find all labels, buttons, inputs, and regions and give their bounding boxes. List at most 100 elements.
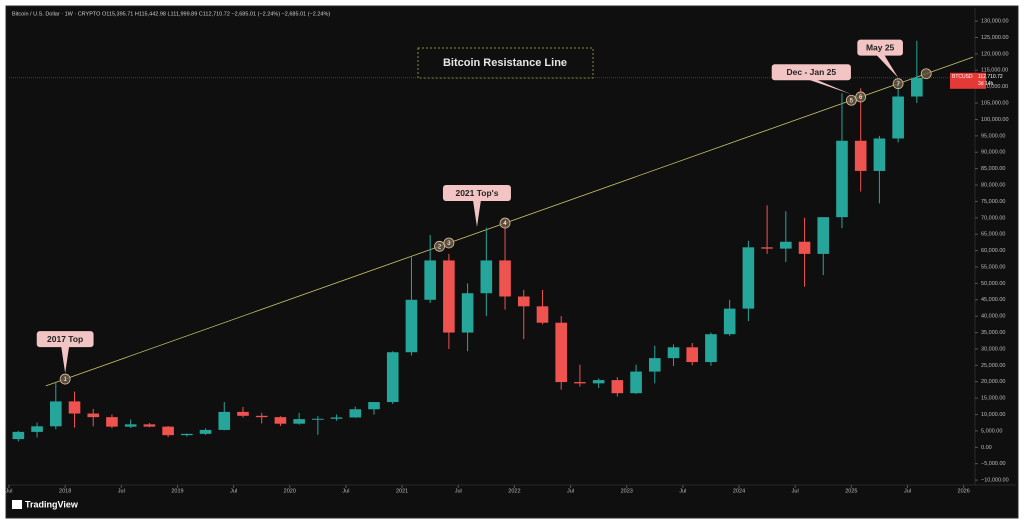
x-tick-label: Jul <box>342 488 349 494</box>
candle-body <box>255 415 268 418</box>
y-tick-label: −5,000.00 <box>981 461 1006 467</box>
y-tick-label: 80,000.00 <box>981 182 1005 188</box>
x-tick-label: Jul <box>5 488 12 494</box>
x-tick-label: 2021 <box>396 488 408 494</box>
y-tick-label: 50,000.00 <box>981 281 1005 287</box>
candle-body <box>405 299 418 353</box>
candle-body <box>237 411 249 416</box>
x-tick-label: Jul <box>230 488 237 494</box>
touch-marker <box>855 91 867 103</box>
callout-pointer <box>61 346 70 374</box>
touch-marker-label: 4 <box>503 221 507 227</box>
candle-body <box>499 260 511 297</box>
x-tick-label: 2020 <box>284 488 296 494</box>
candle-body <box>798 241 811 254</box>
y-tick-label: 30,000.00 <box>981 346 1005 352</box>
touch-marker <box>434 240 445 252</box>
callout-text: May 25 <box>866 42 895 52</box>
x-tick-label: 2026 <box>958 488 970 494</box>
candle-body <box>873 138 886 171</box>
candle-body <box>480 260 493 294</box>
candle-body <box>742 247 755 309</box>
brand: TradingView <box>25 499 79 509</box>
x-tick-label: 2023 <box>621 488 633 494</box>
plot-area <box>9 40 974 442</box>
candle-body <box>761 247 773 249</box>
y-tick-label: 105,000.00 <box>981 101 1009 107</box>
x-tick-label: 2018 <box>59 488 71 494</box>
touch-marker <box>892 78 904 90</box>
candle-body <box>143 424 156 427</box>
candle-body <box>368 402 380 410</box>
touch-marker-label: 7 <box>896 82 900 88</box>
candle-body <box>836 140 848 218</box>
candle-body <box>87 413 100 418</box>
touch-marker <box>443 237 455 249</box>
candle-body <box>181 433 193 436</box>
candle-body <box>630 371 642 394</box>
y-tick-label: 35,000.00 <box>981 330 1005 336</box>
callout-text: 2021 Top's <box>455 188 498 198</box>
y-tick-label: 125,000.00 <box>981 35 1009 41</box>
touch-marker-label: 5 <box>850 98 854 104</box>
y-tick-label: 40,000.00 <box>981 314 1005 320</box>
chart-frame <box>5 5 1019 519</box>
callout-text: 2017 Top <box>47 334 83 344</box>
x-tick-label: 2024 <box>733 488 745 494</box>
y-tick-label: 75,000.00 <box>981 199 1005 205</box>
candle-body <box>911 77 923 97</box>
y-tick-label: −10,000.00 <box>981 478 1009 484</box>
touch-marker <box>920 68 932 80</box>
logo-icon <box>12 500 22 509</box>
callout-box <box>771 64 851 81</box>
chart-title: Bitcoin Resistance Line <box>443 57 567 69</box>
touch-marker <box>59 373 71 385</box>
candle-body <box>349 409 362 418</box>
candle-body <box>517 296 530 307</box>
y-tick-label: 10,000.00 <box>981 412 1005 418</box>
candle-body <box>574 382 586 384</box>
candle-body <box>312 418 324 420</box>
candle-body <box>892 96 904 139</box>
candle-body <box>817 217 830 254</box>
candle-body <box>199 429 212 434</box>
x-tick-label: Jul <box>118 488 125 494</box>
candle-body <box>780 241 792 249</box>
callout-pointer <box>807 79 852 95</box>
x-tick-label: Jul <box>792 488 799 494</box>
x-tick-label: Jul <box>679 488 686 494</box>
candle-body <box>555 322 567 383</box>
candle-body <box>386 352 399 403</box>
candle-body <box>31 426 43 432</box>
y-tick-label: 110,000.00 <box>981 84 1008 90</box>
tradingview-logo: TradingView <box>12 499 79 509</box>
candle-body <box>854 140 867 171</box>
candle-body <box>686 347 699 363</box>
touch-marker-label: 1 <box>63 377 67 383</box>
price-tag-value: 112,710.72 <box>978 74 1003 80</box>
price-tag <box>950 72 986 89</box>
candle-body <box>705 334 717 363</box>
candle-body <box>124 424 137 427</box>
y-tick-label: 60,000.00 <box>981 248 1005 254</box>
candle-body <box>536 306 549 323</box>
y-tick-label: 20,000.00 <box>981 379 1005 385</box>
x-tick-label: Jul <box>904 488 911 494</box>
candle-body <box>106 417 118 427</box>
callout-box <box>36 331 94 348</box>
touch-marker-label: 3 <box>447 241 451 247</box>
touch-marker <box>845 94 857 106</box>
callout-pointer <box>876 54 899 78</box>
x-tick-label: 2019 <box>171 488 183 494</box>
x-tick-label: Jul <box>455 488 462 494</box>
candle-body <box>330 417 343 419</box>
y-tick-label: 100,000.00 <box>981 117 1009 123</box>
y-tick-label: 85,000.00 <box>981 166 1005 172</box>
callout-pointer <box>472 200 481 228</box>
candle-body <box>49 401 62 427</box>
y-tick-label: 95,000.00 <box>981 133 1005 139</box>
y-tick-label: 15,000.00 <box>981 396 1005 402</box>
y-tick-label: 45,000.00 <box>981 297 1005 303</box>
